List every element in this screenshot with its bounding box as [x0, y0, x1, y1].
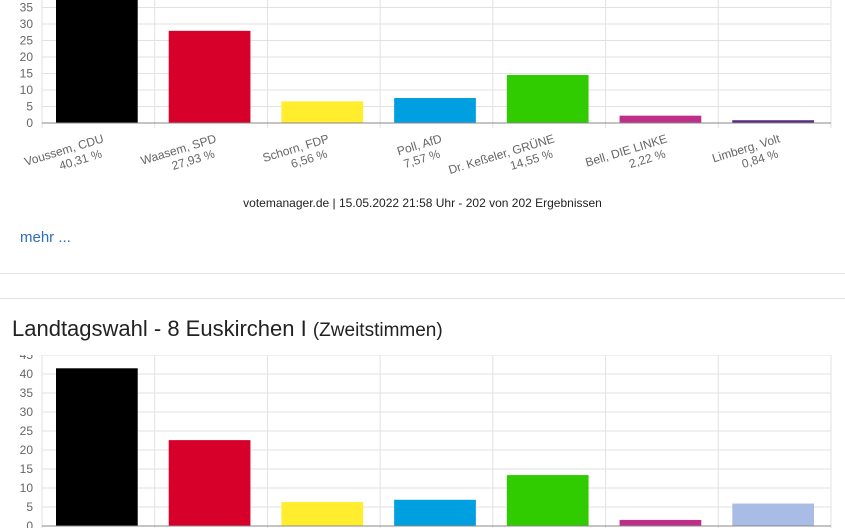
y-tick-label: 35 — [20, 1, 34, 15]
y-tick-label: 0 — [26, 116, 33, 130]
bar — [168, 30, 251, 123]
y-tick-label: 10 — [20, 83, 34, 97]
bar — [168, 440, 251, 526]
y-tick-label: 25 — [20, 424, 34, 438]
bar — [394, 98, 476, 123]
y-tick-label: 20 — [20, 443, 34, 457]
section-divider — [0, 273, 845, 274]
section-title: Landtagswahl - 8 Euskirchen I (Zweitstim… — [12, 316, 443, 342]
bar — [732, 503, 814, 526]
section-subtitle: (Zweitstimmen) — [312, 320, 443, 341]
section-title-text: Landtagswahl - 8 Euskirchen I — [12, 316, 307, 341]
bar — [619, 519, 702, 526]
bar — [506, 475, 589, 526]
y-tick-label: 15 — [20, 462, 34, 476]
bar — [732, 120, 814, 123]
second-result-chart: 0 5 10 15 20 25 30 35 40 45 — [20, 355, 832, 528]
chart-source-footer: votemanager.de | 15.05.2022 21:58 Uhr - … — [243, 196, 602, 210]
y-tick-label: 20 — [20, 50, 34, 64]
y-tick-label: 30 — [20, 17, 34, 31]
bar — [506, 74, 589, 123]
y-tick-label: 15 — [20, 67, 34, 81]
more-link[interactable]: mehr ... — [20, 229, 71, 246]
y-tick-label: 25 — [20, 34, 34, 48]
bar — [281, 502, 364, 526]
bar — [281, 101, 364, 123]
section-divider — [0, 298, 845, 299]
bar — [56, 368, 138, 526]
y-tick-label: 10 — [20, 481, 34, 495]
y-tick-label: 5 — [26, 500, 33, 514]
y-tick-label: 40 — [20, 367, 34, 381]
y-tick-label: 45 — [20, 355, 34, 362]
bar — [56, 0, 138, 123]
y-tick-label: 30 — [20, 405, 34, 419]
y-tick-label: 0 — [26, 519, 33, 528]
y-tick-label: 5 — [26, 100, 33, 114]
y-tick-label: 35 — [20, 386, 34, 400]
bar — [394, 499, 476, 526]
bar — [619, 115, 702, 123]
